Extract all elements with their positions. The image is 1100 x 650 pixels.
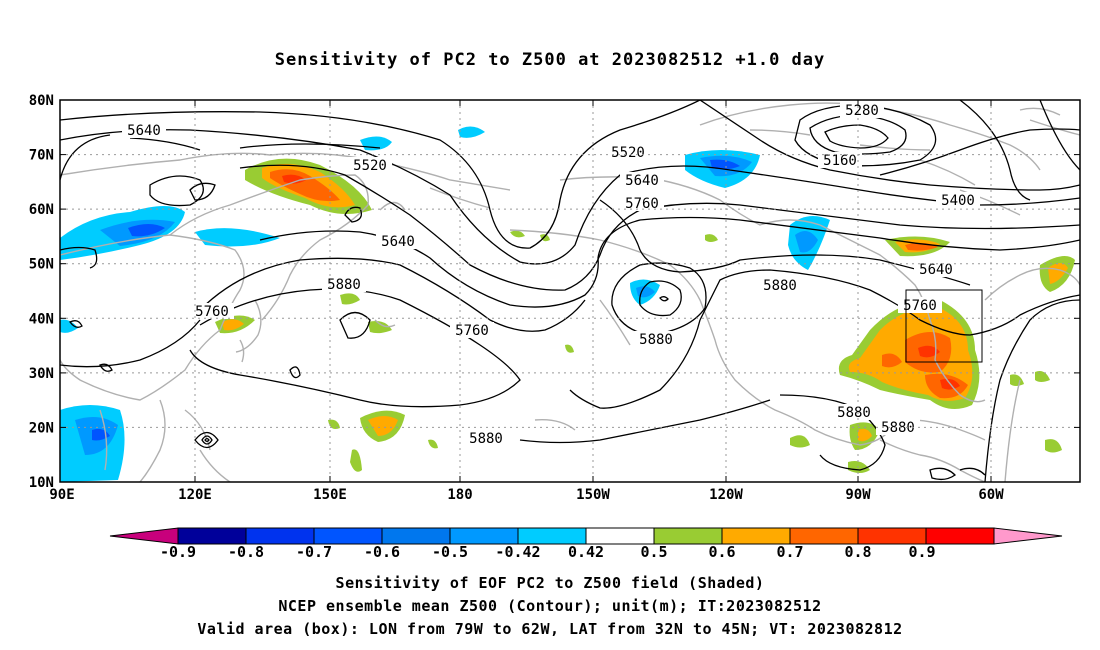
colorbar-triangle-right [993,527,1063,545]
contour-label: 5640 [127,123,161,139]
contour-label: 5640 [919,262,953,278]
colorbar-label: 0.5 [640,543,667,561]
contour-label: 5760 [625,196,659,212]
colorbar-cell [585,527,655,545]
lon-label: 180 [447,487,472,503]
lon-label: 60W [978,487,1004,503]
colorbar-cell [313,527,383,545]
z500-contours [60,100,1080,482]
contour-label: 5880 [881,420,915,436]
colorbar-label: -0.6 [364,543,400,561]
contour-label: 5640 [381,234,415,250]
contour-label: 5520 [353,158,387,174]
lat-label: 60N [29,202,54,218]
colorbar-label: -0.9 [160,543,196,561]
map-title: Sensitivity of PC2 to Z500 at 2023082512… [274,50,826,70]
contour-label: 5520 [611,145,645,161]
lat-label: 10N [29,475,54,491]
contour-label-group: 5640 5520 5280 5160 5400 5520 5640 5760 … [122,102,980,447]
colorbar-cell [177,527,247,545]
colorbar-label: 0.9 [908,543,935,561]
lat-label-group: 80N 70N 60N 50N 40N 30N 20N 10N [29,93,54,491]
caption-shading: Sensitivity of EOF PC2 to Z500 field (Sh… [335,574,765,592]
lat-label: 50N [29,257,54,273]
colorbar-cell [449,527,519,545]
colorbar-label: -0.7 [296,543,332,561]
colorbar-label: 0.7 [776,543,803,561]
map-frame [59,99,1081,483]
grid-lines [60,100,1080,482]
lon-label: 120E [178,487,212,503]
contour-label: 5400 [941,193,975,209]
contour-label: 5760 [903,298,937,314]
lon-label-group: 90E 120E 150E 180 150W 120W 90W 60W [49,487,1004,503]
caption-valid-area: Valid area (box): LON from 79W to 62W, L… [197,620,903,638]
contour-label: 5880 [763,278,797,294]
contour-label: 5880 [639,332,673,348]
caption-contour: NCEP ensemble mean Z500 (Contour); unit(… [278,597,822,615]
lon-label: 90E [49,487,74,503]
lat-label: 80N [29,93,54,109]
colorbar-label: -0.8 [228,543,264,561]
colorbar-cell [653,527,723,545]
colorbar-cell [925,527,995,545]
colorbar-cell [245,527,315,545]
contour-label: 5280 [845,103,879,119]
lon-label: 150E [313,487,347,503]
colorbar-cell [381,527,451,545]
colorbar-cell [721,527,791,545]
colorbar-cell [857,527,927,545]
colorbar-label: 0.8 [844,543,871,561]
colorbar-label: -0.42 [495,543,540,561]
colorbar-label: -0.5 [432,543,468,561]
colorbar-triangle-left [109,527,179,545]
contour-label: 5880 [837,405,871,421]
colorbar-label: 0.6 [708,543,735,561]
contour-label: 5760 [195,304,229,320]
lat-label: 20N [29,420,54,436]
lon-label: 150W [576,487,610,503]
lon-label: 90W [845,487,871,503]
contour-label: 5160 [823,153,857,169]
valid-area-box [905,289,983,363]
lat-label: 40N [29,311,54,327]
colorbar-label: 0.42 [568,543,604,561]
colorbar-cell [517,527,587,545]
colorbar-cell [789,527,859,545]
lat-label: 70N [29,148,54,164]
lon-label: 120W [709,487,743,503]
contour-label: 5760 [455,323,489,339]
coastlines [60,102,1080,482]
axis-ticks [60,99,1080,482]
lat-label: 30N [29,366,54,382]
colorbar: -0.9 -0.8 -0.7 -0.6 -0.5 -0.42 0.42 0.5 … [109,527,1063,561]
contour-label: 5880 [469,431,503,447]
contour-label: 5880 [327,277,361,293]
contour-label: 5640 [625,173,659,189]
